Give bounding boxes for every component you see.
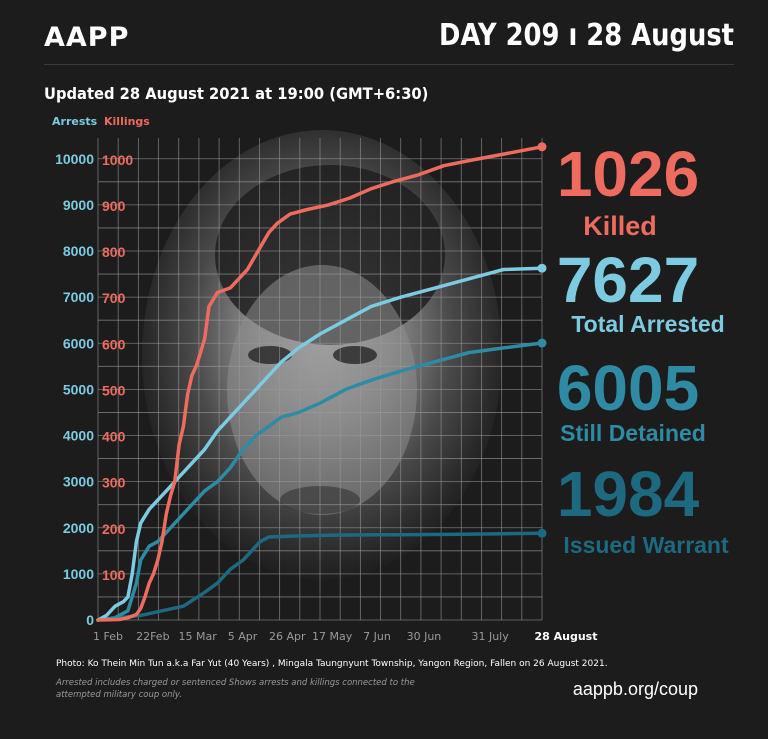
series-line-issued-warrant: [96, 531, 544, 622]
updated-timestamp: Updated 28 August 2021 at 19:00 (GMT+6:3…: [44, 84, 429, 103]
y-left-tick-label: 8000: [63, 243, 94, 259]
x-tick-label: 28 August: [535, 630, 598, 643]
chart-grid: [97, 138, 543, 621]
y-right-tick-label: 800: [102, 244, 126, 260]
y-left-tick-label: 1000: [63, 566, 94, 582]
series-end-point: [537, 338, 547, 348]
series-end-point: [537, 528, 547, 538]
y-left-tick-label: 6000: [63, 335, 94, 351]
y-left-tick-label: 3000: [63, 474, 94, 490]
left-axis-ticks: 0 1000 2000 3000 4000 5000 6000 7000 8000 9000 100…: [55, 151, 94, 628]
series-line-killings: [96, 145, 544, 622]
y-right-tick-label: 300: [102, 475, 126, 491]
y-right-tick-label: 500: [102, 382, 126, 398]
warrant-count: 1984: [556, 458, 700, 530]
y-left-tick-label: 2000: [63, 520, 94, 536]
series-end-point: [537, 142, 547, 152]
y-right-tick-label: 1000: [102, 152, 133, 168]
y-right-tick-label: 400: [102, 429, 126, 445]
source-url[interactable]: aappb.org/coup: [572, 679, 698, 699]
series-line-total-arrested: [96, 266, 544, 622]
x-tick-label: 1 Feb: [93, 630, 123, 643]
right-axis-ticks: 100 200 300 400 500 600 700 800 900 1000: [102, 152, 133, 583]
header-divider: [44, 64, 734, 65]
footnote: Arrested includes charged or sentenced S…: [56, 678, 415, 700]
y-left-tick-label: 9000: [63, 197, 94, 213]
warrant-label: Issued Warrant: [563, 532, 729, 558]
killed-label: Killed: [583, 211, 657, 241]
killed-count: 1026: [556, 138, 700, 210]
photo-caption: Photo: Ko Thein Min Tun a.k.a Far Yut (4…: [56, 659, 608, 669]
x-tick-label: 5 Apr: [228, 630, 258, 643]
brand-logo: AAPP: [44, 22, 130, 53]
detained-count: 6005: [556, 352, 700, 424]
series-line-still-detained: [96, 341, 544, 622]
y-left-tick-label: 7000: [63, 289, 94, 305]
x-tick-label: 22Feb: [136, 630, 169, 643]
x-tick-label: 7 Jun: [363, 630, 391, 643]
chart-series: [96, 142, 547, 622]
arrested-label: Total Arrested: [571, 311, 725, 337]
y-left-tick-label: 10000: [55, 151, 94, 167]
y-right-tick-label: 600: [102, 336, 126, 352]
killings-axis-label: Killings: [104, 115, 150, 128]
y-left-tick-label: 4000: [63, 428, 94, 444]
x-tick-label: 17 May: [312, 630, 353, 643]
x-tick-label: 15 Mar: [179, 630, 218, 643]
y-left-tick-label: 5000: [63, 381, 94, 397]
x-tick-label: 31 July: [471, 630, 509, 643]
y-right-tick-label: 900: [102, 198, 126, 214]
x-tick-label: 26 Apr: [269, 630, 306, 643]
x-axis-ticks: 1 Feb 22Feb 15 Mar 5 Apr 26 Apr 17 May 7 Jun 30…: [93, 630, 597, 643]
y-right-tick-label: 100: [102, 567, 126, 583]
y-left-tick-label: 0: [86, 612, 94, 628]
y-right-tick-label: 200: [102, 521, 126, 537]
y-right-tick-label: 700: [102, 290, 126, 306]
arrested-count: 7627: [556, 244, 700, 316]
arrests-axis-label: Arrests: [52, 115, 98, 128]
portrait-photo: [142, 130, 502, 580]
detained-label: Still Detained: [560, 420, 706, 446]
series-end-point: [537, 263, 547, 273]
x-tick-label: 30 Jun: [407, 630, 442, 643]
day-counter: DAY 209 ı 28 August: [439, 18, 734, 53]
